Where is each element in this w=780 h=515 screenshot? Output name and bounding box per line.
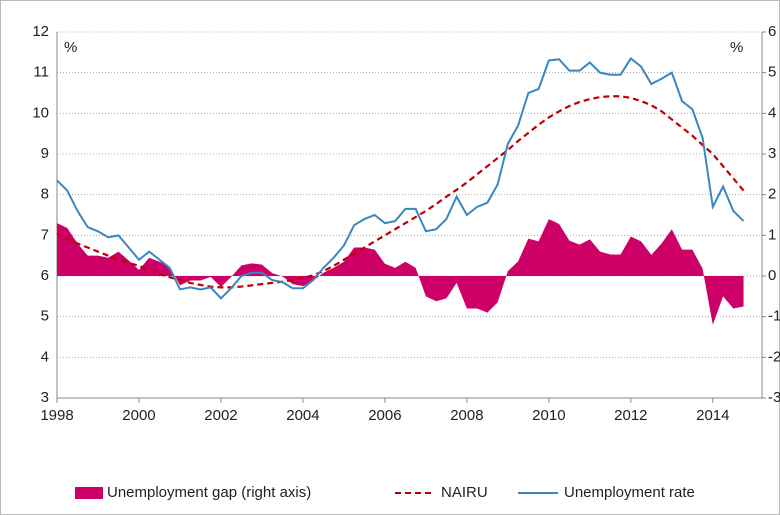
y2-tick-label: 4 <box>768 104 776 121</box>
series-line <box>56 56 745 300</box>
y2-tick-label: 5 <box>768 64 776 81</box>
x-tick-label: 1998 <box>40 407 73 424</box>
y2-tick-label: -3 <box>768 389 780 406</box>
y-tick-label: 10 <box>32 104 49 121</box>
y2-tick-label: 3 <box>768 145 776 162</box>
y2-tick-label: -1 <box>768 308 780 325</box>
y-tick-label: 7 <box>41 226 49 243</box>
legend-swatch <box>75 487 103 499</box>
y2-tick-label: 0 <box>768 267 776 284</box>
y-tick-label: 9 <box>41 145 49 162</box>
y-tick-label: 3 <box>41 389 49 406</box>
x-tick-label: 2000 <box>122 407 155 424</box>
x-tick-label: 2002 <box>204 407 237 424</box>
x-tick-label: 2006 <box>368 407 401 424</box>
x-tick-label: 2010 <box>532 407 565 424</box>
x-tick-label: 2008 <box>450 407 483 424</box>
y-tick-label: 11 <box>33 64 49 81</box>
y2-tick-label: 1 <box>768 226 776 243</box>
gap-area <box>57 219 744 325</box>
y-tick-label: 4 <box>41 348 49 365</box>
y-tick-label: 5 <box>41 308 49 325</box>
y2-unit: % <box>730 39 743 56</box>
x-tick-label: 2012 <box>614 407 647 424</box>
y-tick-label: 8 <box>41 186 49 203</box>
y-tick-label: 12 <box>32 23 49 40</box>
legend-label: NAIRU <box>441 484 488 501</box>
legend-label: Unemployment rate <box>564 484 695 501</box>
y-unit: % <box>64 39 77 56</box>
y2-tick-label: 2 <box>768 186 776 203</box>
y-tick-label: 6 <box>41 267 49 284</box>
y2-tick-label: -2 <box>768 348 780 365</box>
series-line <box>56 95 745 289</box>
x-tick-label: 2004 <box>286 407 319 424</box>
x-tick-label: 2014 <box>696 407 729 424</box>
legend-label: Unemployment gap (right axis) <box>107 484 311 501</box>
y2-tick-label: 6 <box>768 23 776 40</box>
